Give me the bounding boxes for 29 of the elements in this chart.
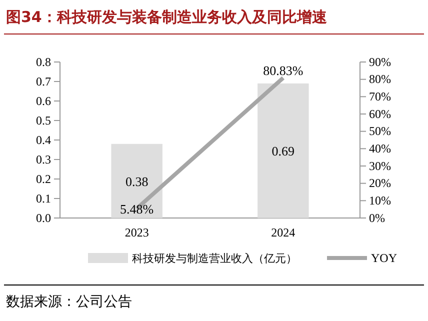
x-tick-label: 2023 bbox=[124, 226, 149, 240]
y2-tick-label: 80% bbox=[369, 72, 391, 86]
y-tick-label: 0.2 bbox=[36, 172, 51, 186]
y2-tick-label: 30% bbox=[369, 158, 391, 173]
y2-tick-label: 10% bbox=[369, 194, 391, 208]
y-tick-label: 0.4 bbox=[36, 132, 51, 147]
y2-tick-label: 60% bbox=[369, 106, 391, 121]
y2-tick-label: 0% bbox=[369, 210, 385, 225]
y2-tick-label: 90% bbox=[369, 54, 391, 69]
source-note: 数据来源：公司公告 bbox=[6, 294, 132, 310]
y-tick-label: 0.0 bbox=[36, 210, 51, 225]
y2-tick-label: 20% bbox=[369, 176, 391, 190]
x-tick-label: 2024 bbox=[271, 226, 296, 240]
data-label: 5.48% bbox=[120, 202, 154, 216]
legend-label: 科技研发与制造营业收入（亿元） bbox=[132, 252, 297, 265]
y-tick-label: 0.7 bbox=[36, 74, 51, 88]
y2-tick-label: 70% bbox=[369, 90, 391, 104]
chart-title: 图34：科技研发与装备制造业务收入及同比增速 bbox=[6, 8, 328, 26]
legend-label: YOY bbox=[371, 251, 398, 265]
y-tick-label: 0.6 bbox=[36, 94, 51, 108]
data-label: 0.38 bbox=[125, 174, 148, 189]
data-label: 0.69 bbox=[272, 144, 295, 159]
data-label: 80.83% bbox=[263, 62, 304, 78]
y2-tick-label: 50% bbox=[369, 124, 391, 138]
y2-tick-label: 40% bbox=[369, 142, 391, 156]
y-tick-label: 0.1 bbox=[36, 191, 51, 206]
y-tick-label: 0.3 bbox=[36, 152, 51, 166]
y-tick-label: 0.8 bbox=[36, 54, 51, 69]
y-tick-label: 0.5 bbox=[36, 113, 51, 128]
